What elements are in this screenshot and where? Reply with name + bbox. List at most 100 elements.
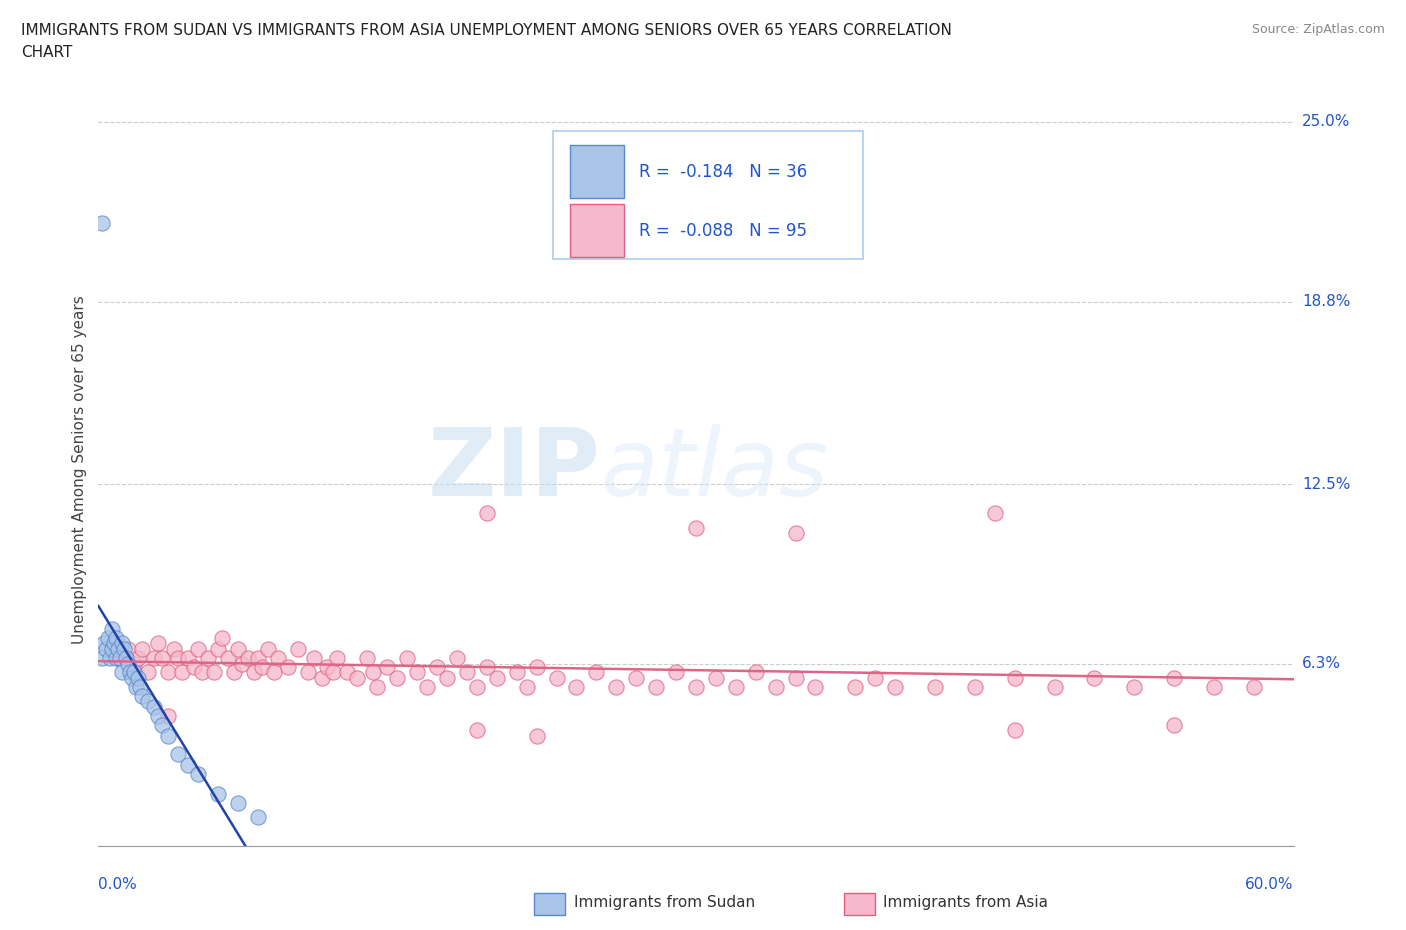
Point: [585, 665, 607, 680]
Bar: [571, 145, 624, 198]
Point: [436, 671, 458, 685]
Point: [363, 665, 385, 680]
Text: Immigrants from Sudan: Immigrants from Sudan: [574, 895, 755, 910]
Text: R =  -0.184   N = 36: R = -0.184 N = 36: [638, 163, 807, 180]
Point: [125, 680, 148, 695]
Point: [385, 671, 409, 685]
Point: [250, 659, 273, 674]
Point: [1163, 717, 1185, 732]
Point: [456, 665, 478, 680]
Point: [101, 642, 124, 657]
Point: [197, 651, 219, 666]
Point: [526, 729, 548, 744]
Point: [120, 665, 142, 680]
Point: [111, 636, 134, 651]
Point: [724, 680, 747, 695]
Point: [110, 651, 132, 666]
Point: [105, 631, 128, 645]
Point: [465, 680, 488, 695]
Point: [231, 657, 253, 671]
Point: [101, 621, 124, 636]
Point: [1163, 671, 1185, 685]
Point: [127, 651, 149, 666]
Text: 18.8%: 18.8%: [1302, 294, 1350, 309]
Point: [222, 665, 245, 680]
Point: [416, 680, 439, 695]
Point: [865, 671, 887, 685]
Point: [426, 659, 449, 674]
Point: [93, 636, 115, 651]
Point: [645, 680, 668, 695]
Point: [267, 651, 290, 666]
Point: [136, 665, 159, 680]
Point: [984, 506, 1007, 521]
Point: [226, 642, 249, 657]
Point: [626, 671, 648, 685]
Point: [148, 709, 170, 724]
Point: [316, 659, 339, 674]
Point: [191, 665, 214, 680]
Text: Source: ZipAtlas.com: Source: ZipAtlas.com: [1251, 23, 1385, 36]
Point: [396, 651, 419, 666]
Point: [127, 671, 149, 685]
Point: [277, 659, 299, 674]
Point: [685, 520, 707, 535]
Point: [336, 665, 359, 680]
Point: [177, 758, 200, 773]
Bar: [571, 205, 624, 257]
Point: [207, 787, 229, 802]
Point: [226, 795, 249, 810]
Point: [131, 688, 153, 703]
Point: [1004, 723, 1026, 737]
Point: [207, 642, 229, 657]
Point: [1202, 680, 1225, 695]
Point: [103, 636, 125, 651]
Point: [97, 631, 120, 645]
Point: [302, 651, 325, 666]
Text: 12.5%: 12.5%: [1302, 477, 1350, 492]
Point: [924, 680, 946, 695]
Point: [187, 642, 209, 657]
Text: R =  -0.088   N = 95: R = -0.088 N = 95: [638, 221, 807, 240]
Text: IMMIGRANTS FROM SUDAN VS IMMIGRANTS FROM ASIA UNEMPLOYMENT AMONG SENIORS OVER 65: IMMIGRANTS FROM SUDAN VS IMMIGRANTS FROM…: [21, 23, 952, 38]
Point: [105, 651, 128, 666]
Point: [163, 642, 186, 657]
Point: [111, 665, 134, 680]
Point: [187, 766, 209, 781]
Point: [117, 642, 139, 657]
Point: [844, 680, 866, 695]
Point: [98, 651, 122, 666]
Text: CHART: CHART: [21, 45, 73, 60]
Text: 0.0%: 0.0%: [98, 877, 138, 892]
Point: [246, 651, 269, 666]
Point: [406, 665, 429, 680]
Point: [526, 659, 548, 674]
Point: [485, 671, 508, 685]
Point: [297, 665, 319, 680]
Point: [157, 709, 180, 724]
Point: [785, 526, 807, 541]
Point: [1043, 680, 1066, 695]
Point: [117, 657, 139, 671]
Point: [475, 506, 498, 521]
Text: 6.3%: 6.3%: [1302, 657, 1341, 671]
Point: [685, 680, 707, 695]
Point: [346, 671, 368, 685]
Point: [112, 642, 135, 657]
Point: [183, 659, 205, 674]
Point: [785, 671, 807, 685]
Text: 60.0%: 60.0%: [1246, 877, 1294, 892]
Point: [129, 680, 152, 695]
Point: [765, 680, 787, 695]
Point: [150, 651, 173, 666]
Point: [326, 651, 349, 666]
Point: [1083, 671, 1105, 685]
Point: [506, 665, 529, 680]
Point: [704, 671, 727, 685]
Point: [91, 216, 114, 231]
Text: 25.0%: 25.0%: [1302, 114, 1350, 129]
Point: [287, 642, 309, 657]
Point: [546, 671, 568, 685]
Point: [246, 810, 269, 825]
Point: [157, 729, 180, 744]
